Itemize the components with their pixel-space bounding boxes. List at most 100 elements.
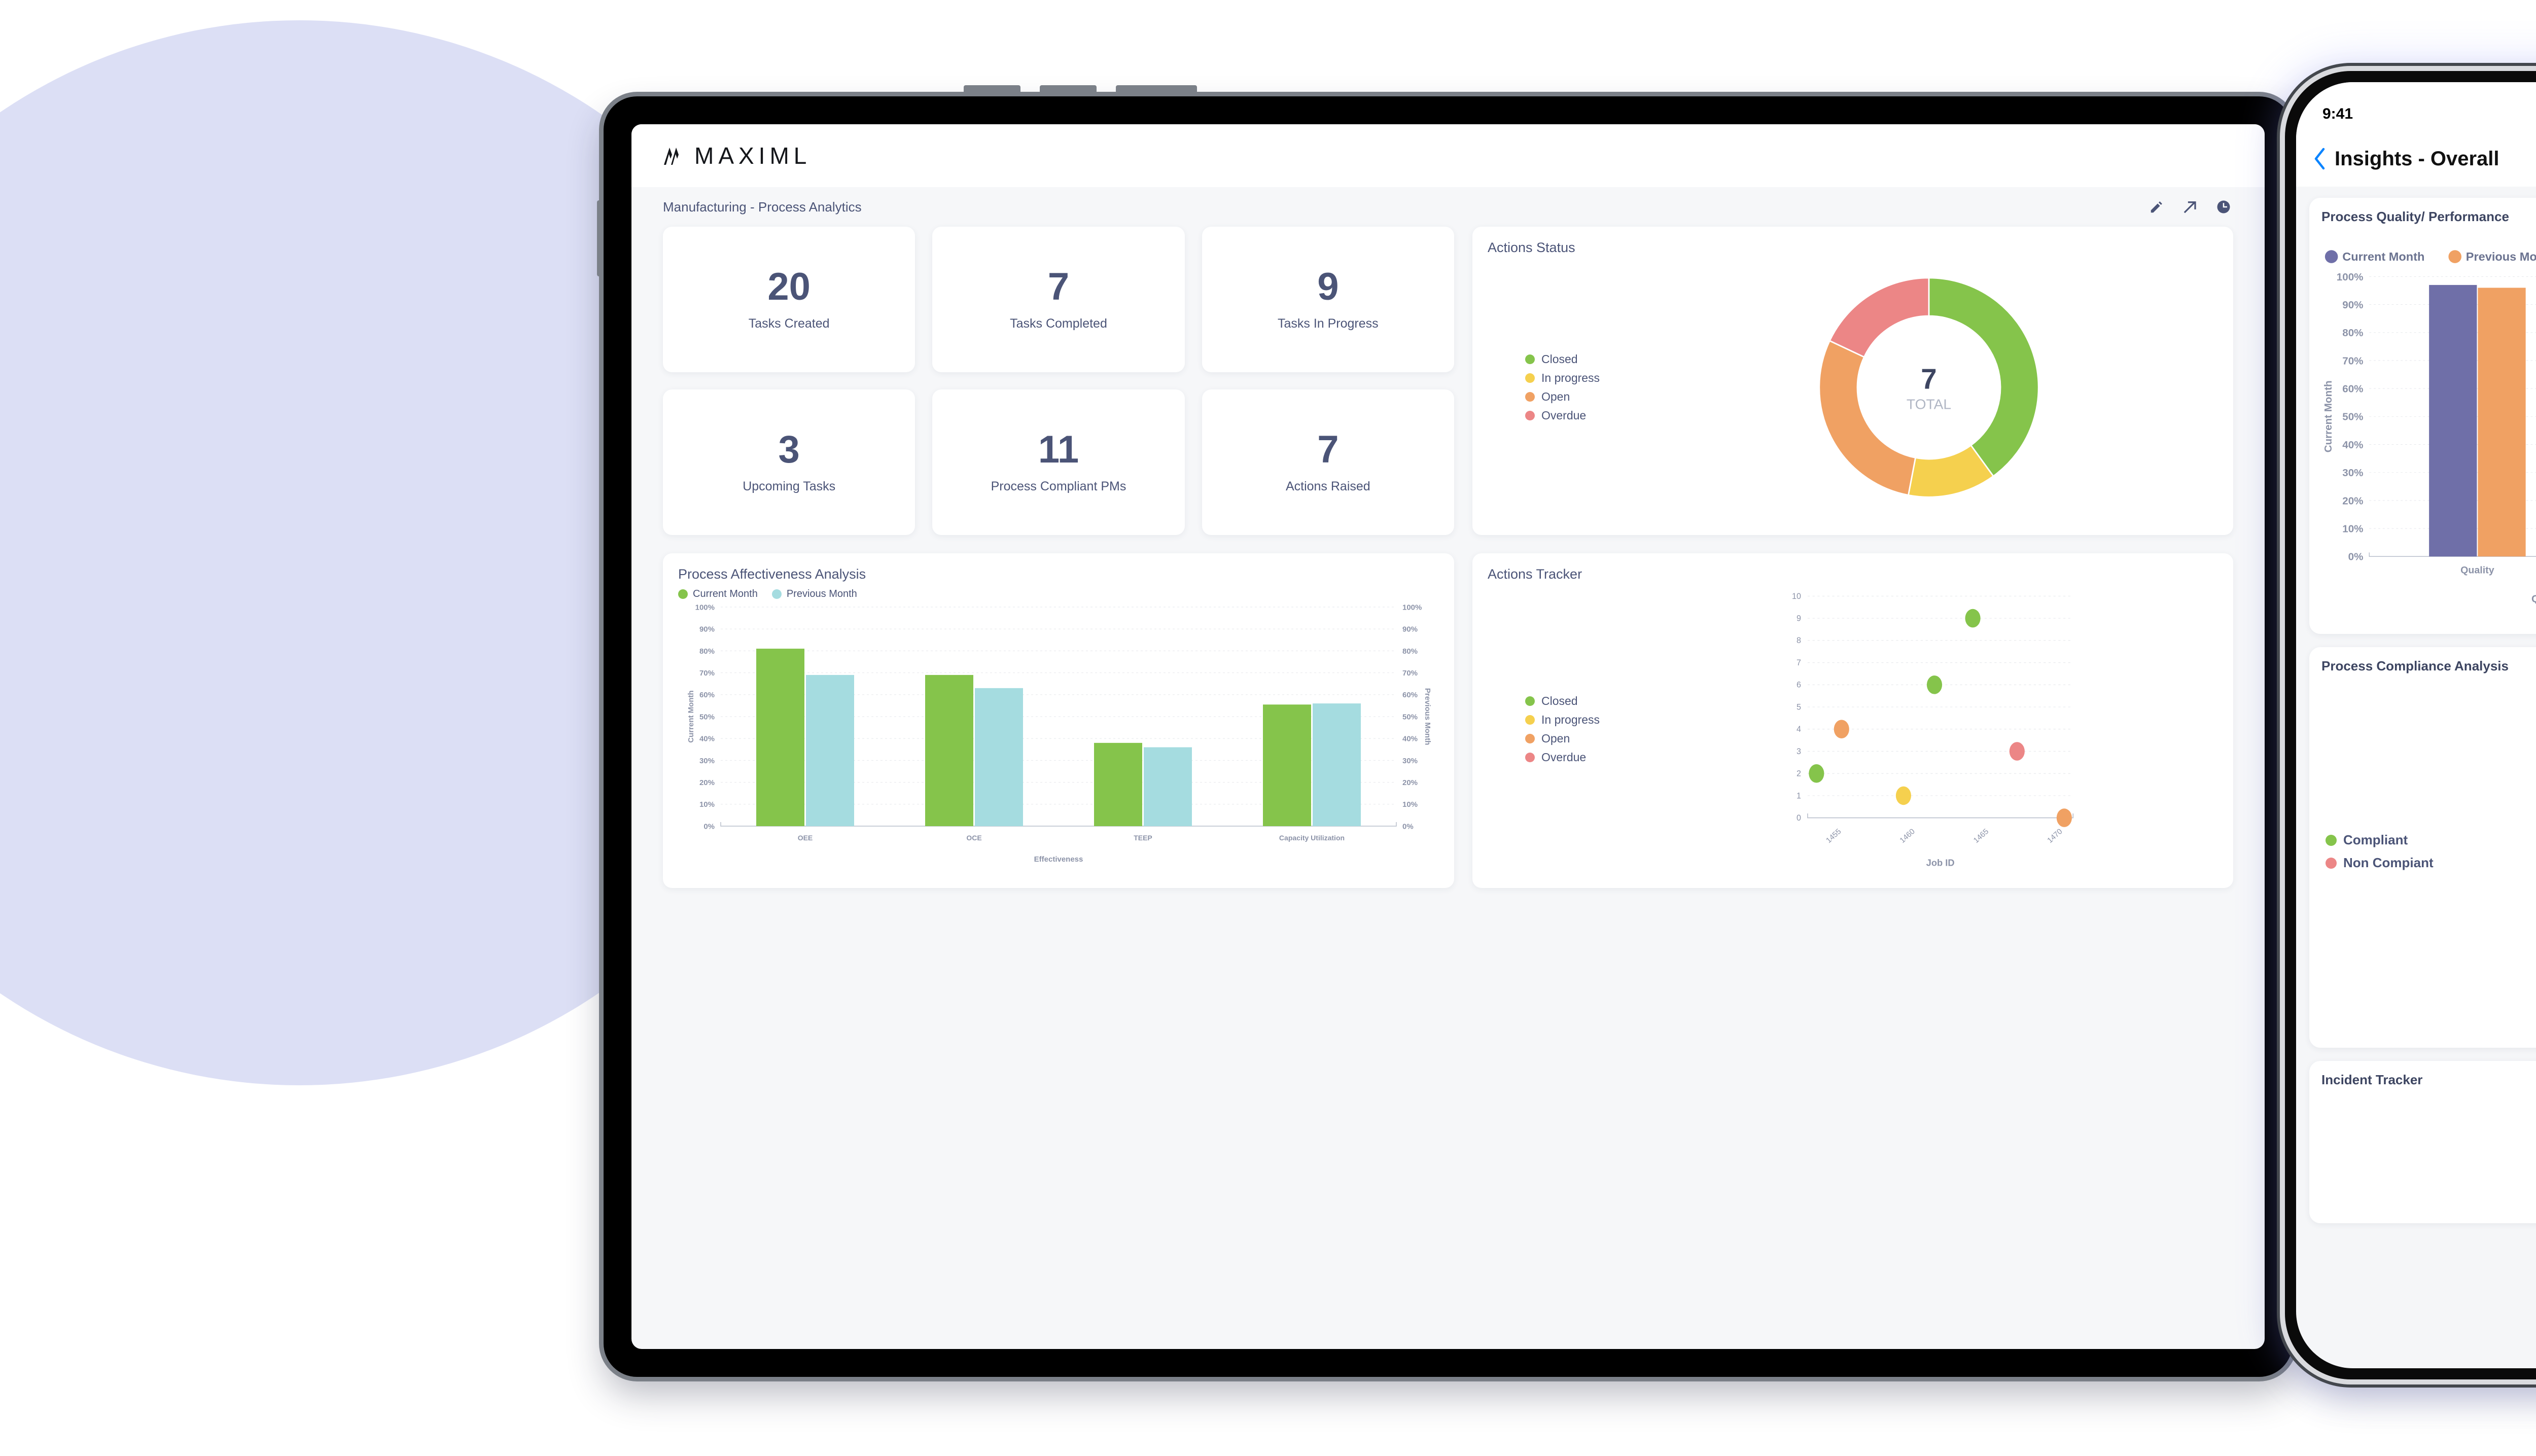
svg-text:100%: 100% — [1402, 603, 1422, 612]
panel-title: Process Affectiveness Analysis — [678, 566, 866, 582]
legend-label: Open — [1541, 390, 1570, 403]
svg-text:30%: 30% — [699, 757, 715, 765]
kpi-card-tasks-in-progress[interactable]: 9 Tasks In Progress — [1202, 227, 1454, 372]
panel-actions-status: Actions Status Closed In progress — [1472, 227, 2233, 535]
tablet-volume-up-button[interactable] — [964, 85, 1020, 96]
svg-text:7: 7 — [1797, 658, 1801, 667]
pencil-icon[interactable] — [2149, 199, 2164, 215]
legend-swatch — [1525, 392, 1535, 402]
bar-chart-process-affectiveness[interactable]: 0% 0% 10% 10% 20% 20% 30% 30% 40% 40% 50% 50% 60% 60%… — [678, 600, 1439, 864]
svg-text:10%: 10% — [699, 800, 715, 809]
kpi-card-tasks-completed[interactable]: 7 Tasks Completed — [932, 227, 1185, 372]
svg-text:50%: 50% — [699, 713, 715, 721]
svg-text:1465: 1465 — [1972, 827, 1990, 844]
legend-item-overdue[interactable]: Overdue — [1525, 751, 1640, 764]
svg-text:TOTAL: TOTAL — [1907, 396, 1951, 412]
legend-swatch — [2326, 857, 2337, 869]
svg-text:Job ID: Job ID — [1926, 857, 1955, 868]
kpi-card-tasks-created[interactable]: 20 Tasks Created — [663, 227, 915, 372]
maximl-logo[interactable]: MAXIML — [663, 142, 811, 169]
legend-item-in-progress[interactable]: In progress — [1525, 713, 1640, 727]
phone-page-title: Insights - Overall — [2335, 147, 2499, 170]
kpi-label: Tasks Completed — [1010, 316, 1107, 331]
kpi-label: Upcoming Tasks — [743, 479, 836, 493]
kpi-value: 7 — [1317, 428, 1339, 471]
legend-swatch — [678, 589, 688, 599]
app-logo-bar: MAXIML — [631, 124, 2265, 187]
svg-text:9: 9 — [1797, 614, 1801, 623]
dashboard-title-bar: Manufacturing - Process Analytics — [631, 187, 2265, 227]
card-title: Incident Tracker — [2321, 1072, 2423, 1087]
svg-text:0%: 0% — [1402, 822, 1414, 831]
legend-item-overdue[interactable]: Overdue — [1525, 409, 1640, 422]
svg-text:20%: 20% — [2342, 495, 2363, 507]
svg-text:80%: 80% — [699, 647, 715, 656]
legend-swatch — [1525, 373, 1535, 383]
legend-item-previous-month[interactable]: Previous Month — [771, 588, 857, 600]
legend-label: Closed — [1541, 694, 1578, 707]
scatter-chart-actions-tracker[interactable]: 0 1 2 3 4 5 6 7 8 9 10 1455 1460 1465 1470 Job ID — [1640, 586, 2218, 870]
svg-text:70%: 70% — [1402, 669, 1418, 678]
tablet-power-button[interactable] — [1116, 85, 1197, 96]
svg-text:10: 10 — [1792, 591, 1801, 600]
legend-item-open[interactable]: Open — [1525, 732, 1640, 745]
svg-text:40%: 40% — [2342, 439, 2363, 451]
kpi-label: Actions Raised — [1285, 479, 1370, 493]
phone-card-process-quality-performance[interactable]: Process Quality/ Performance Current Mon… — [2309, 198, 2536, 634]
chart-legend: Current Month Previous Month — [678, 588, 1439, 600]
back-chevron-icon[interactable] — [2313, 148, 2327, 170]
legend-label: Closed — [1541, 352, 1578, 366]
svg-text:0: 0 — [1797, 813, 1801, 823]
card-title: Process Compliance Analysis — [2321, 658, 2509, 673]
svg-text:100%: 100% — [2337, 271, 2364, 283]
panel-process-affectiveness-analysis: Process Affectiveness Analysis Current M… — [663, 553, 1454, 888]
donut-legend: Closed In progress Open Overdue — [1488, 352, 1640, 422]
clock-history-icon[interactable] — [2216, 199, 2231, 215]
legend-swatch — [1525, 715, 1535, 725]
legend-item-closed[interactable]: Closed — [1525, 694, 1640, 708]
share-arrow-icon[interactable] — [2182, 199, 2198, 215]
svg-text:Effectiveness: Effectiveness — [1034, 855, 1083, 864]
kpi-value: 11 — [1038, 428, 1079, 471]
phone-card-incident-tracker[interactable]: Incident Tracker — [2309, 1061, 2536, 1223]
tablet-screen: MAXIML Manufacturing - Process Analytics — [631, 124, 2265, 1349]
legend-item-non-compliant[interactable]: Non Compiant — [2326, 855, 2479, 871]
svg-text:90%: 90% — [1402, 625, 1418, 634]
svg-text:10%: 10% — [1402, 800, 1418, 809]
phone-card-process-compliance-analysis[interactable]: Process Compliance Analysis Compliant No… — [2309, 647, 2536, 1048]
svg-text:Previous Month: Previous Month — [1423, 688, 1432, 745]
svg-text:100%: 100% — [695, 603, 715, 612]
legend-label: Non Compiant — [2343, 855, 2434, 870]
tablet-device-frame: MAXIML Manufacturing - Process Analytics — [597, 85, 2293, 1377]
kpi-card-process-compliant-pms[interactable]: 11 Process Compliant PMs — [932, 389, 1185, 535]
kpi-card-actions-raised[interactable]: 7 Actions Raised — [1202, 389, 1454, 535]
legend-item-closed[interactable]: Closed — [1525, 352, 1640, 366]
dashboard-left-column: 20 Tasks Created 7 Tasks Completed 9 Tas… — [663, 227, 1454, 888]
svg-text:OEE: OEE — [798, 834, 813, 842]
kpi-card-upcoming-tasks[interactable]: 3 Upcoming Tasks — [663, 389, 915, 535]
kpi-value: 3 — [778, 428, 800, 471]
legend-swatch — [1525, 354, 1535, 364]
dashboard-right-column: Actions Status Closed In progress — [1472, 227, 2233, 888]
svg-text:Current Month: Current Month — [687, 690, 695, 742]
svg-text:OCE: OCE — [966, 834, 981, 842]
legend-item-open[interactable]: Open — [1525, 390, 1640, 404]
legend-item-in-progress[interactable]: In progress — [1525, 371, 1640, 385]
svg-text:8: 8 — [1797, 636, 1801, 645]
phone-nav-bar: Insights - Overall — [2296, 131, 2536, 187]
svg-text:80%: 80% — [1402, 647, 1418, 656]
svg-text:Current Month: Current Month — [2342, 250, 2424, 263]
legend-item-current-month[interactable]: Current Month — [678, 588, 758, 600]
tablet-volume-down-button[interactable] — [1040, 85, 1097, 96]
svg-text:40%: 40% — [699, 735, 715, 743]
kpi-label: Tasks In Progress — [1277, 316, 1379, 331]
phone-screen: 9:41 — [2296, 82, 2536, 1368]
legend-label: In progress — [1541, 713, 1600, 726]
legend-swatch — [771, 589, 782, 599]
dashboard-toolbar — [2149, 199, 2231, 215]
legend-item-compliant[interactable]: Compliant — [2326, 832, 2479, 848]
legend-swatch — [1525, 753, 1535, 762]
tablet-side-button[interactable] — [597, 200, 604, 276]
